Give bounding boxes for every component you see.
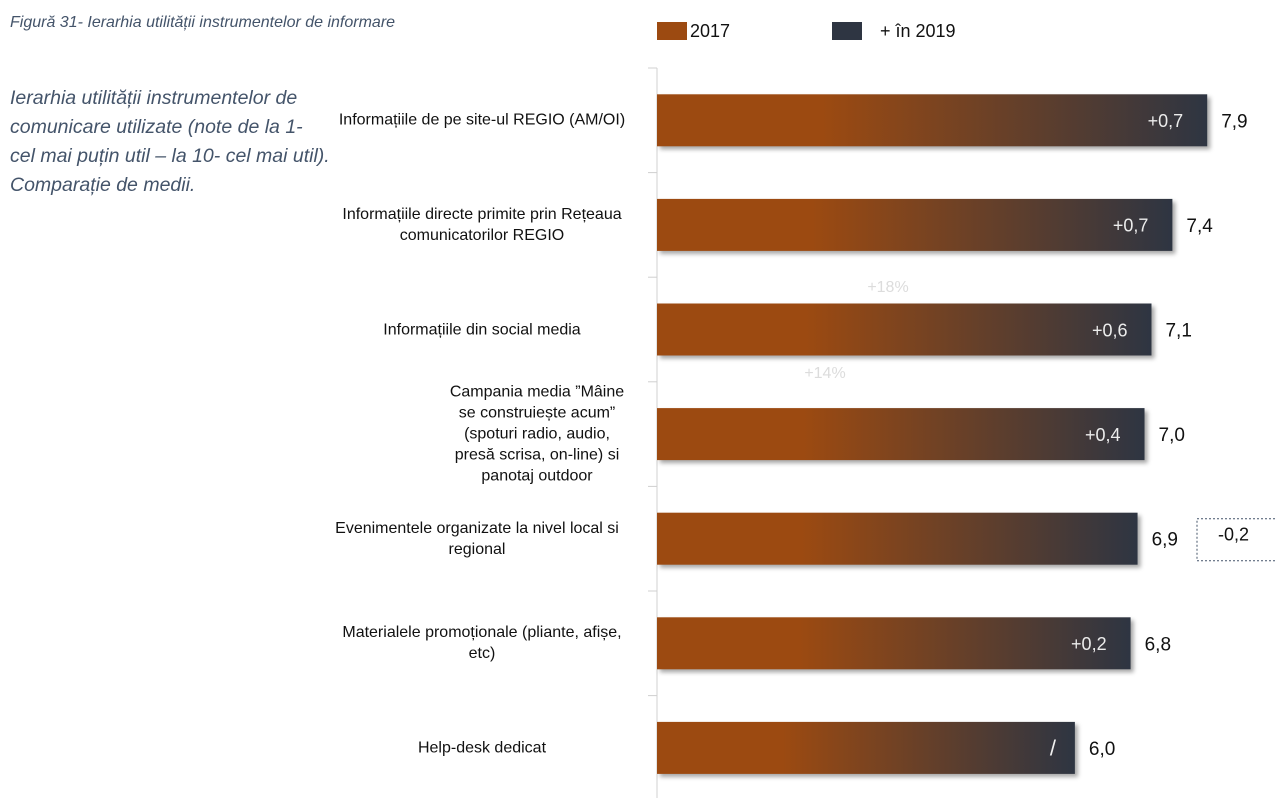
- change-box: [1196, 518, 1276, 562]
- annotation: +18%: [867, 279, 908, 296]
- value-label: 6,8: [1145, 634, 1171, 655]
- change-label: +0,7: [1148, 111, 1184, 131]
- change-label: +0,6: [1092, 320, 1128, 340]
- value-label: 6,0: [1089, 739, 1115, 760]
- change-label: +0,7: [1113, 216, 1149, 236]
- value-label: 7,1: [1165, 321, 1191, 342]
- legend-label: + în 2019: [880, 21, 956, 41]
- category-label: Help-desk dedicat: [417, 739, 547, 757]
- annotation: +14%: [804, 365, 845, 382]
- value-label: 6,9: [1152, 530, 1178, 551]
- value-label: 7,0: [1159, 425, 1185, 446]
- category-label: Campania media ”Mâine se construiește ac…: [449, 383, 625, 485]
- category-label: Evenimentele organizate la nivel local s…: [335, 519, 619, 558]
- chart-subtitle: Ierarhia utilității instrumentelor de co…: [10, 87, 330, 196]
- bar: [657, 94, 1208, 147]
- bar: [657, 198, 1173, 251]
- legend-swatch: [832, 22, 862, 40]
- bar: [657, 617, 1131, 670]
- change-label: +0,4: [1085, 425, 1121, 445]
- category-label: Informațiile din social media: [383, 321, 581, 338]
- bar: [657, 512, 1138, 565]
- legend-swatch: [657, 22, 687, 40]
- bar: [657, 721, 1075, 774]
- bar: [657, 303, 1152, 356]
- change-label: /: [1050, 736, 1057, 761]
- category-label: Informațiile de pe site-ul REGIO (AM/OI): [338, 111, 626, 129]
- chart-title: Figură 31- Ierarhia utilității instrumen…: [10, 14, 396, 31]
- change-label: -0,2: [1218, 524, 1249, 544]
- change-label: +0,2: [1071, 634, 1107, 654]
- legend-label: 2017: [690, 21, 730, 41]
- value-label: 7,9: [1221, 111, 1247, 132]
- value-label: 7,4: [1186, 216, 1213, 237]
- category-label: Informațiile directe primite prin Rețeau…: [342, 205, 622, 244]
- bar: [657, 408, 1145, 461]
- category-label: Materialele promoționale (pliante, afișe…: [342, 624, 622, 663]
